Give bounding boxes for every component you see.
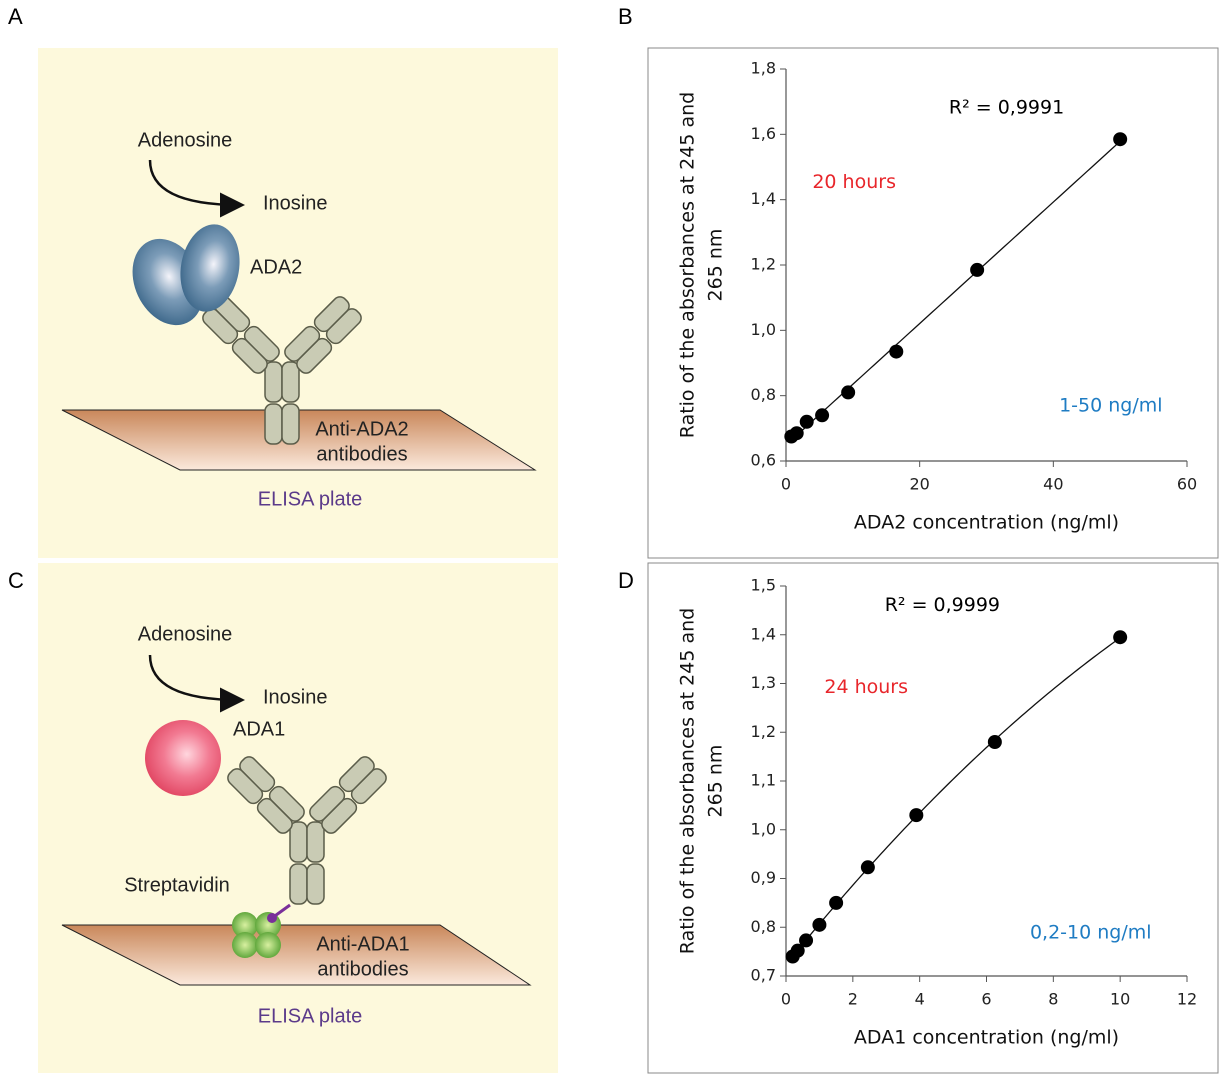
- data-point: [799, 414, 814, 429]
- data-point: [889, 344, 904, 359]
- y-axis-label: Ratio of the absorbances at 245 and: [677, 92, 699, 438]
- y-tick-label: 1,1: [751, 771, 776, 790]
- plate-label: ELISA plate: [258, 488, 363, 510]
- antibody-label: antibodies: [317, 958, 408, 980]
- y-tick-label: 1,0: [751, 320, 776, 339]
- y-axis-label: Ratio of the absorbances at 245 and: [677, 608, 699, 954]
- data-point: [987, 735, 1002, 749]
- reaction-arrow: [148, 159, 245, 218]
- data-point: [1113, 630, 1128, 645]
- enzyme-label: ADA1: [233, 718, 285, 740]
- x-tick-label: 2: [848, 990, 858, 1009]
- x-axis-label: ADA2 concentration (ng/ml): [854, 512, 1119, 534]
- substrate: Adenosine: [138, 623, 233, 645]
- panel-label: B: [618, 4, 633, 29]
- y-tick-label: 1,6: [751, 124, 776, 143]
- x-tick-label: 60: [1177, 475, 1197, 494]
- y-tick-label: 1,2: [751, 722, 776, 741]
- y-tick-label: 1,5: [751, 576, 776, 595]
- x-tick-label: 0: [781, 990, 791, 1009]
- product: Inosine: [263, 686, 328, 708]
- panel-label: C: [8, 568, 24, 593]
- annotation: 1-50 ng/ml: [1059, 395, 1162, 417]
- annotation: 20 hours: [812, 171, 896, 193]
- y-axis-label: 265 nm: [705, 745, 727, 818]
- panel-label: A: [8, 4, 23, 29]
- substrate: Adenosine: [138, 129, 233, 151]
- y-tick-label: 0,8: [751, 917, 776, 936]
- enzyme: [145, 720, 221, 796]
- x-tick-label: 8: [1048, 990, 1058, 1009]
- panel-background: [38, 48, 558, 558]
- chart-frame: [647, 562, 1219, 1074]
- data-point: [812, 917, 827, 932]
- enzyme: [180, 224, 240, 312]
- antibody-label: Anti-ADA2: [315, 418, 408, 440]
- x-tick-label: 12: [1177, 990, 1197, 1009]
- data-point: [789, 426, 804, 441]
- y-tick-label: 0,8: [751, 385, 776, 404]
- x-tick-label: 6: [981, 990, 991, 1009]
- data-point: [909, 808, 924, 823]
- x-tick-label: 40: [1043, 475, 1063, 494]
- data-point: [1113, 132, 1128, 147]
- diagram-a: Adenosine Inosine ADA2 Anti-ADA2 antibod…: [38, 48, 558, 558]
- elisa-plate: [61, 924, 532, 986]
- y-tick-label: 0,7: [751, 966, 776, 985]
- y-tick-label: 1,8: [751, 59, 776, 78]
- y-tick-label: 1,2: [751, 255, 776, 274]
- y-tick-label: 1,4: [751, 624, 776, 643]
- data-point: [829, 895, 844, 910]
- y-tick-label: 0,9: [751, 868, 776, 887]
- data-point: [970, 262, 985, 277]
- annotation: 0,2-10 ng/ml: [1030, 922, 1152, 944]
- enzyme-label: ADA2: [250, 256, 302, 278]
- y-tick-label: 1,0: [751, 819, 776, 838]
- x-tick-label: 10: [1110, 990, 1130, 1009]
- annotation: 24 hours: [824, 676, 908, 698]
- x-tick-label: 20: [909, 475, 929, 494]
- y-axis-label: 265 nm: [705, 229, 727, 302]
- x-axis-label: ADA1 concentration (ng/ml): [854, 1027, 1119, 1049]
- annotation: R² = 0,9999: [885, 594, 1000, 616]
- biotin: [267, 913, 277, 923]
- data-point: [860, 860, 875, 875]
- diagram-c: Adenosine Inosine ADA1 Streptavidin Anti…: [38, 563, 558, 1073]
- y-tick-label: 1,4: [751, 189, 776, 208]
- x-tick-label: 0: [781, 475, 791, 494]
- chart-frame: [647, 47, 1219, 559]
- data-point: [815, 408, 830, 423]
- linker-label: Streptavidin: [124, 874, 230, 896]
- annotation: R² = 0,9991: [949, 97, 1064, 119]
- reaction-arrow: [148, 654, 245, 713]
- data-point: [799, 933, 814, 948]
- trendline: [792, 637, 1121, 957]
- antibody-label: antibodies: [316, 443, 407, 465]
- panel-label: D: [618, 568, 634, 593]
- y-tick-label: 0,6: [751, 451, 776, 470]
- antibody-label: Anti-ADA1: [316, 933, 409, 955]
- product: Inosine: [263, 192, 328, 214]
- data-point: [790, 943, 805, 958]
- x-tick-label: 4: [915, 990, 925, 1009]
- data-point: [841, 385, 856, 400]
- plate-label: ELISA plate: [258, 1005, 363, 1027]
- y-tick-label: 1,3: [751, 673, 776, 692]
